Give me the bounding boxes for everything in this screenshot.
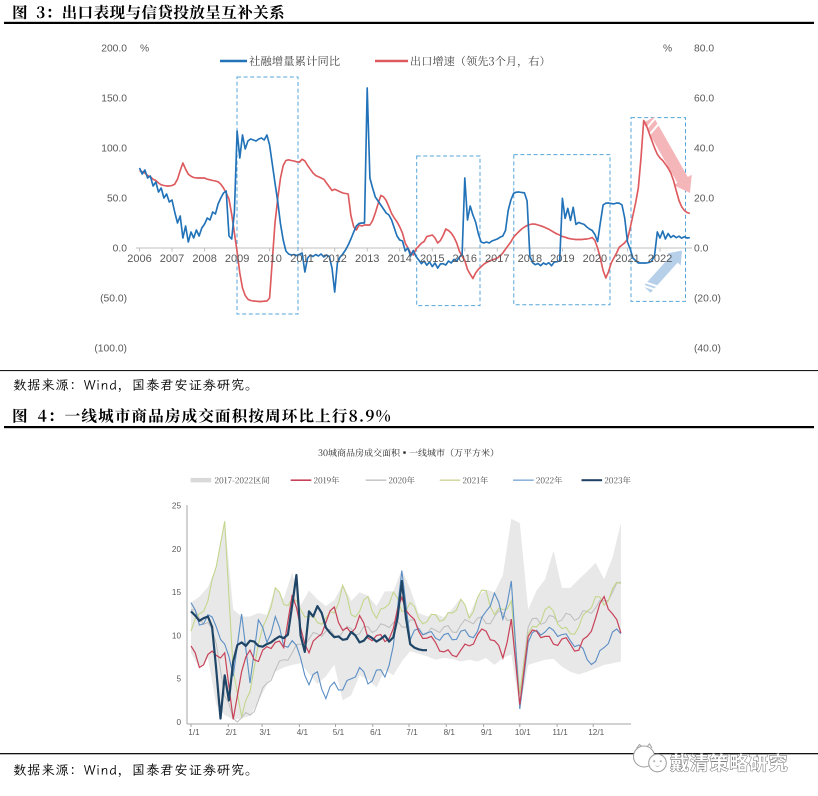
- svg-text:80.0: 80.0: [694, 44, 714, 55]
- svg-text:25: 25: [172, 502, 182, 511]
- svg-text:2/1: 2/1: [226, 728, 238, 737]
- svg-text:60.0: 60.0: [694, 94, 714, 105]
- svg-text:0: 0: [176, 718, 181, 727]
- svg-text:5: 5: [176, 675, 181, 684]
- svg-text:10/1: 10/1: [515, 728, 531, 737]
- svg-text:200.0: 200.0: [101, 44, 127, 55]
- svg-text:2007: 2007: [160, 253, 184, 265]
- svg-text:9/1: 9/1: [481, 728, 493, 737]
- svg-text:%: %: [140, 44, 149, 55]
- svg-text:6/1: 6/1: [370, 728, 382, 737]
- svg-text:(100.0): (100.0): [94, 344, 127, 355]
- svg-text:7/1: 7/1: [406, 728, 418, 737]
- svg-text:(20.0): (20.0): [694, 294, 721, 305]
- svg-text:(50.0): (50.0): [100, 294, 127, 305]
- svg-text:2010: 2010: [257, 253, 281, 265]
- svg-text:150.0: 150.0: [101, 94, 127, 105]
- svg-text:2006: 2006: [127, 253, 151, 265]
- svg-text:2009: 2009: [225, 253, 249, 265]
- svg-text:20: 20: [172, 545, 182, 554]
- svg-text:2022: 2022: [648, 253, 672, 265]
- svg-text:2013: 2013: [355, 253, 379, 265]
- svg-text:12/1: 12/1: [588, 728, 604, 737]
- svg-text:3/1: 3/1: [259, 728, 271, 737]
- svg-text:2012: 2012: [322, 253, 346, 265]
- svg-text:2021: 2021: [615, 253, 639, 265]
- svg-text:5/1: 5/1: [333, 728, 345, 737]
- svg-text:40.0: 40.0: [694, 144, 714, 155]
- svg-text:0.0: 0.0: [113, 244, 128, 255]
- svg-text:15: 15: [172, 588, 182, 597]
- svg-text:10: 10: [172, 631, 182, 640]
- svg-text:11/1: 11/1: [552, 728, 568, 737]
- svg-text:2008: 2008: [192, 253, 216, 265]
- svg-text:100.0: 100.0: [101, 144, 127, 155]
- svg-text:50.0: 50.0: [107, 194, 127, 205]
- svg-text:2015: 2015: [420, 253, 444, 265]
- svg-text:2018: 2018: [518, 253, 542, 265]
- svg-text:8/1: 8/1: [444, 728, 456, 737]
- svg-text:2017: 2017: [485, 253, 509, 265]
- svg-text:2020: 2020: [583, 253, 607, 265]
- svg-text:1/1: 1/1: [188, 728, 200, 737]
- svg-text:(40.0): (40.0): [694, 344, 721, 355]
- svg-text:2016: 2016: [453, 253, 477, 265]
- svg-text:4/1: 4/1: [297, 728, 309, 737]
- svg-text:0.0: 0.0: [694, 244, 709, 255]
- svg-text:2011: 2011: [290, 253, 314, 265]
- svg-text:2014: 2014: [387, 253, 411, 265]
- svg-text:%: %: [663, 44, 672, 55]
- svg-text:20.0: 20.0: [694, 194, 714, 205]
- svg-text:2019: 2019: [550, 253, 574, 265]
